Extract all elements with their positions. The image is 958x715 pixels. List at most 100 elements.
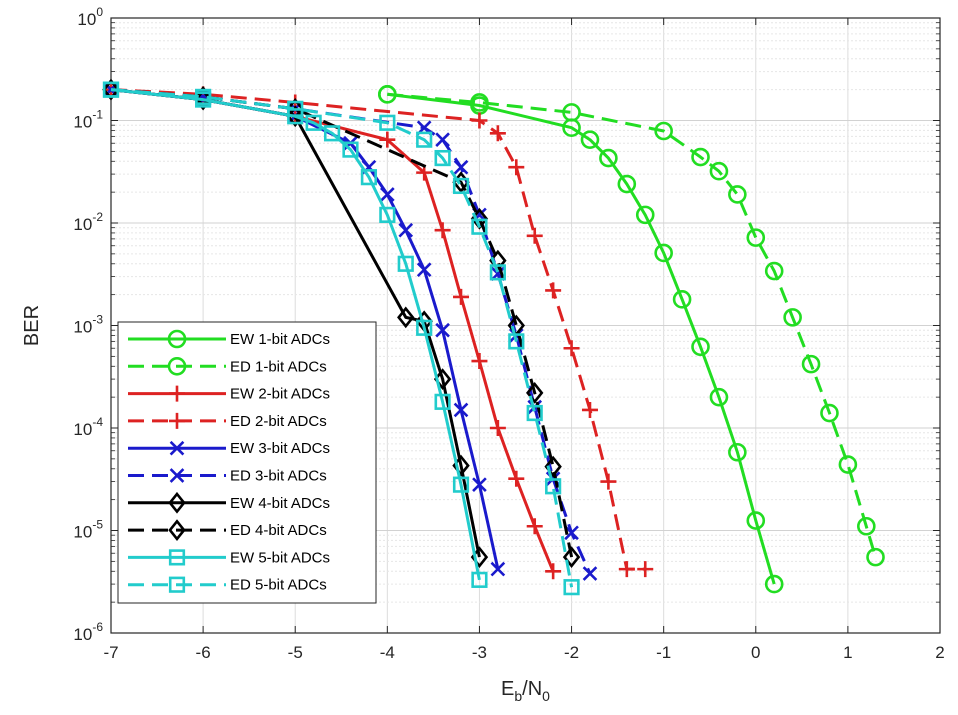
data-point — [489, 420, 506, 436]
data-point — [764, 261, 784, 281]
legend-entry: EW 4-bit ADCs — [128, 491, 330, 514]
data-point — [508, 333, 525, 350]
legend-label: EW 1-bit ADCs — [230, 331, 330, 348]
x-tick-label: -7 — [103, 643, 118, 662]
x-tick-label: -1 — [656, 643, 671, 662]
data-point — [654, 243, 673, 263]
series-10 — [102, 81, 580, 596]
legend-label: EW 3-bit ADCs — [230, 440, 330, 457]
x-tick-label: 2 — [935, 643, 944, 662]
data-point — [453, 159, 469, 175]
data-point — [452, 476, 470, 493]
data-point — [637, 561, 654, 578]
y-tick-label: 10-1 — [73, 108, 103, 132]
legend-swatch-marker — [168, 549, 186, 566]
series-line — [387, 92, 877, 558]
series-2 — [378, 85, 885, 567]
x-tick-label: 0 — [751, 643, 760, 662]
legend-swatch-marker — [168, 576, 186, 593]
data-point — [617, 174, 637, 194]
x-tick-label: 1 — [843, 643, 852, 662]
data-point — [746, 228, 766, 247]
legend-entry: ED 5-bit ADCs — [128, 576, 327, 594]
data-point — [323, 125, 341, 142]
data-point — [866, 547, 885, 567]
data-point — [434, 393, 451, 410]
data-point — [490, 561, 506, 577]
data-point — [379, 131, 396, 148]
data-point — [195, 88, 212, 105]
data-point — [544, 455, 562, 478]
data-point — [342, 141, 359, 158]
data-point — [305, 114, 322, 131]
data-point — [453, 288, 470, 305]
data-point — [635, 205, 655, 225]
legend-label: EW 4-bit ADCs — [230, 495, 330, 512]
data-point — [654, 121, 673, 141]
data-point — [379, 114, 396, 131]
legend-swatch-marker — [169, 468, 185, 483]
data-point — [526, 404, 543, 422]
data-point — [472, 477, 487, 492]
data-point — [360, 169, 378, 186]
data-point — [545, 563, 562, 580]
data-point — [398, 222, 414, 238]
axis-ticks: -7 -6 -5 -4 -3 -2 -1 0 1 2 100 10-1 10-2 10-3 10-4 10-5… — [73, 5, 944, 662]
data-point — [508, 470, 525, 487]
data-point — [709, 387, 729, 407]
legend-swatch-marker — [169, 385, 185, 402]
data-point — [435, 132, 450, 147]
data-point — [379, 206, 396, 223]
x-axis-label: Eb/N0 — [501, 678, 550, 704]
data-point — [102, 78, 120, 101]
data-point — [397, 255, 414, 272]
legend-swatch-marker — [167, 356, 187, 376]
data-point — [545, 478, 562, 495]
data-point — [380, 187, 395, 202]
y-tick-label: 100 — [77, 5, 103, 29]
legend-entry: ED 2-bit ADCs — [128, 413, 327, 430]
data-point — [416, 262, 432, 278]
data-point — [508, 159, 525, 176]
legend-swatch-marker — [169, 412, 185, 429]
data-point — [453, 402, 469, 418]
data-point — [526, 518, 543, 535]
data-point — [452, 177, 470, 195]
data-point — [838, 455, 858, 474]
data-point — [433, 368, 452, 390]
x-tick-label: -6 — [196, 643, 211, 662]
data-point — [728, 442, 747, 462]
y-tick-label: 10-3 — [73, 313, 103, 337]
legend-entry: EW 2-bit ADCs — [128, 385, 330, 403]
y-tick-label: 10-6 — [73, 620, 103, 644]
data-point — [801, 354, 821, 374]
data-point — [582, 566, 598, 581]
data-point — [857, 516, 876, 536]
x-tick-label: -5 — [288, 643, 303, 662]
legend-entry: ED 4-bit ADCs — [128, 519, 327, 541]
data-point — [691, 337, 710, 357]
x-tick-label: -2 — [564, 643, 579, 662]
legend-entry: EW 5-bit ADCs — [128, 549, 330, 566]
data-point — [563, 579, 580, 596]
legend-swatch-marker — [167, 329, 187, 349]
data-point — [434, 149, 451, 167]
series-group — [102, 78, 885, 596]
data-point — [600, 473, 617, 490]
data-point — [764, 574, 784, 594]
legend-swatch-marker — [169, 440, 185, 456]
data-point — [470, 93, 489, 112]
data-point — [562, 103, 581, 122]
data-point — [618, 561, 635, 578]
data-point — [471, 218, 488, 235]
data-point — [562, 546, 581, 568]
data-point — [746, 511, 766, 530]
data-point — [287, 100, 304, 117]
data-point — [563, 340, 580, 357]
legend-label: EW 5-bit ADCs — [230, 549, 330, 566]
data-point — [545, 282, 562, 299]
data-point — [102, 81, 120, 98]
data-point — [526, 382, 544, 404]
data-point — [416, 319, 433, 336]
